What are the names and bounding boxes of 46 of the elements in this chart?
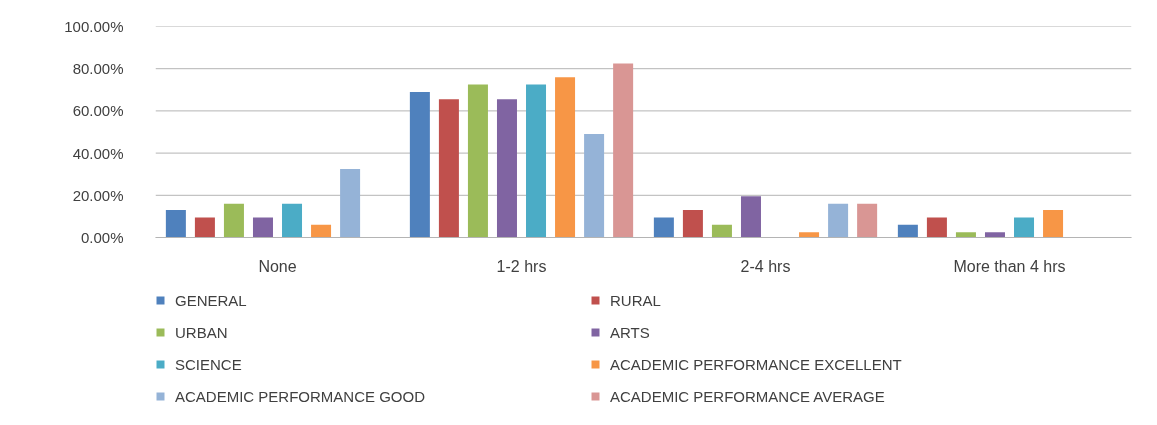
bar bbox=[682, 210, 703, 238]
legend-label: RURAL bbox=[610, 290, 662, 310]
legend-label: ACADEMIC PERFORMANCE EXCELLENT bbox=[610, 354, 903, 374]
bar bbox=[496, 99, 517, 238]
bar bbox=[467, 84, 488, 238]
bar bbox=[799, 232, 820, 238]
bar bbox=[984, 232, 1005, 238]
bar bbox=[857, 203, 878, 238]
bar bbox=[584, 134, 605, 238]
bar bbox=[653, 217, 674, 238]
y-tick-label: 60.00% bbox=[72, 102, 124, 120]
y-tick-label: 0.00% bbox=[80, 229, 124, 246]
legend-label: SCIENCE bbox=[175, 354, 243, 374]
bar bbox=[526, 84, 547, 238]
bar bbox=[194, 217, 215, 238]
bar bbox=[828, 203, 849, 238]
legend-label: URBAN bbox=[175, 322, 229, 342]
bar bbox=[555, 77, 576, 238]
x-tick-label: 2-4 hrs bbox=[740, 257, 791, 275]
y-tick-label: 40.00% bbox=[72, 144, 124, 162]
y-tick-label: 100.00% bbox=[64, 18, 124, 35]
bar bbox=[711, 224, 732, 238]
bar bbox=[252, 217, 273, 238]
bar bbox=[438, 99, 459, 238]
bar bbox=[1014, 217, 1035, 238]
bar bbox=[926, 217, 947, 238]
legend-label: ACADEMIC PERFORMANCE GOOD bbox=[175, 386, 427, 406]
bar bbox=[1043, 210, 1064, 238]
y-tick-label: 20.00% bbox=[72, 186, 124, 204]
legend-label: GENERAL bbox=[175, 290, 248, 310]
bar bbox=[282, 203, 303, 238]
x-tick-label: 1-2 hrs bbox=[496, 257, 547, 275]
bar bbox=[955, 232, 976, 238]
bar bbox=[740, 196, 761, 238]
bar bbox=[897, 224, 918, 238]
legend-label: ACADEMIC PERFORMANCE AVERAGE bbox=[610, 386, 886, 406]
bar bbox=[165, 210, 186, 238]
x-tick-label: None bbox=[258, 257, 297, 275]
x-tick-label: More than 4 hrs bbox=[953, 257, 1066, 275]
bar bbox=[340, 168, 361, 238]
legend-label: ARTS bbox=[610, 322, 651, 342]
bar bbox=[223, 203, 244, 238]
bar bbox=[613, 63, 634, 238]
bar bbox=[311, 224, 332, 238]
y-tick-label: 80.00% bbox=[72, 60, 124, 78]
bar bbox=[409, 91, 430, 238]
